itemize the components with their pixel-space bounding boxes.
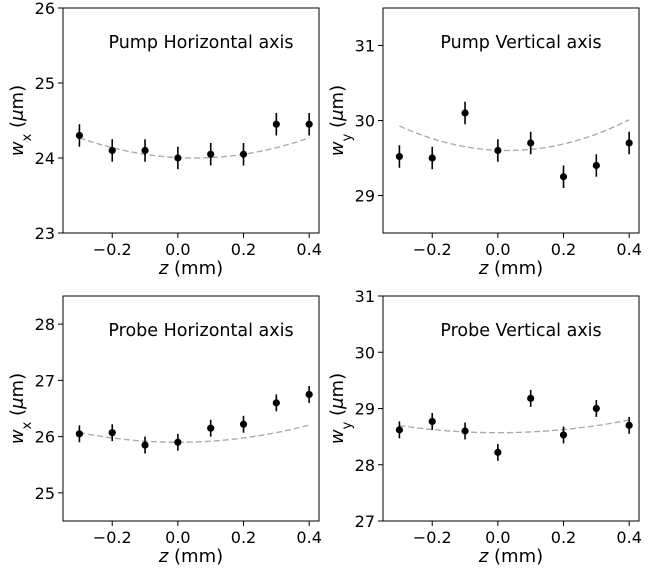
y-tick-label: 24 <box>35 149 55 168</box>
x-tick-label: 0.4 <box>296 240 321 259</box>
x-tick-label: 0.4 <box>296 528 321 547</box>
data-point <box>592 161 600 170</box>
x-axis-label: z (mm) <box>478 546 543 567</box>
y-tick-label: 28 <box>355 456 375 475</box>
x-tick-label: −0.2 <box>413 240 452 259</box>
x-tick-label: −0.2 <box>93 240 132 259</box>
data-point <box>625 139 633 147</box>
y-tick-label: 25 <box>35 74 55 93</box>
y-axis-label: wx (μm) <box>7 373 35 444</box>
chart-panel: −0.2 0.0 0.2 0.4 23 24 25 26 Pump Horizontal axi… <box>7 0 322 279</box>
y-axis-label: wx (μm) <box>7 85 35 156</box>
y-tick-label: 27 <box>355 512 375 531</box>
panel-title: Pump Horizontal axis <box>108 33 293 53</box>
data-point <box>527 394 535 402</box>
data-point <box>428 417 436 426</box>
x-tick-label: 0.2 <box>551 528 576 547</box>
data-point <box>559 431 568 439</box>
data-point <box>272 120 280 128</box>
data-point <box>625 421 633 429</box>
fit-curve <box>79 424 310 443</box>
data-point <box>108 146 116 155</box>
data-point <box>461 427 469 435</box>
y-tick-label: 29 <box>355 187 375 206</box>
data-point <box>239 420 248 428</box>
y-tick-label: 26 <box>35 428 55 447</box>
y-tick-label: 23 <box>35 224 55 243</box>
x-tick-label: 0.0 <box>485 528 510 547</box>
x-tick-label: 0.2 <box>231 528 256 547</box>
y-axis-label: wy (μm) <box>327 85 355 156</box>
y-tick-label: 30 <box>355 112 375 131</box>
y-tick-label: 31 <box>355 37 375 56</box>
data-point <box>108 429 116 437</box>
fit-curve <box>399 419 630 434</box>
data-point <box>527 139 535 147</box>
x-tick-label: 0.2 <box>551 240 576 259</box>
x-axis-label: z (mm) <box>158 258 223 279</box>
data-point <box>592 404 600 413</box>
y-tick-label: 29 <box>355 400 375 419</box>
y-tick-label: 25 <box>35 484 55 503</box>
chart-panel: −0.2 0.0 0.2 0.4 27 28 29 30 31 Probe Vertical ax… <box>327 287 642 567</box>
x-tick-label: 0.4 <box>616 240 641 259</box>
data-point <box>461 109 469 117</box>
chart-panel: −0.2 0.0 0.2 0.4 25 26 27 28 Probe Horizontal ax… <box>7 295 322 567</box>
data-point <box>239 150 248 158</box>
data-point <box>305 390 313 399</box>
data-point <box>305 120 313 128</box>
x-tick-label: 0.4 <box>616 528 641 547</box>
x-tick-label: 0.0 <box>165 528 190 547</box>
panel-title: Pump Vertical axis <box>440 33 601 53</box>
x-tick-label: 0.0 <box>485 240 510 259</box>
panel-title: Probe Vertical axis <box>440 321 601 341</box>
data-point <box>559 173 568 181</box>
x-tick-label: −0.2 <box>413 528 452 547</box>
data-point <box>494 146 502 155</box>
y-tick-label: 31 <box>355 287 375 306</box>
plot-frame <box>62 295 320 522</box>
panel-title: Probe Horizontal axis <box>108 321 293 341</box>
y-tick-label: 27 <box>35 371 55 390</box>
y-axis-label: wy (μm) <box>327 373 355 444</box>
x-axis-label: z (mm) <box>478 258 543 279</box>
data-point <box>207 424 215 432</box>
data-point <box>174 438 182 446</box>
data-point <box>272 399 280 407</box>
data-point <box>207 150 215 158</box>
data-point <box>395 426 404 434</box>
fit-curve <box>399 119 630 152</box>
x-tick-label: 0.0 <box>165 240 190 259</box>
data-point <box>141 146 149 155</box>
y-tick-label: 30 <box>355 343 375 362</box>
data-point <box>75 131 84 140</box>
y-tick-label: 26 <box>35 0 55 18</box>
data-point <box>141 441 149 449</box>
chart-panel: −0.2 0.0 0.2 0.4 29 30 31 Pump Vertical axis z (… <box>327 7 642 279</box>
data-point <box>75 430 84 438</box>
x-tick-label: −0.2 <box>93 528 132 547</box>
fit-curve <box>79 137 310 159</box>
data-point <box>395 152 404 161</box>
x-axis-label: z (mm) <box>158 546 223 567</box>
data-point <box>174 154 182 162</box>
y-tick-label: 28 <box>35 315 55 334</box>
x-tick-label: 0.2 <box>231 240 256 259</box>
plot-frame <box>62 7 320 234</box>
data-point <box>494 448 502 456</box>
data-point <box>428 154 436 162</box>
